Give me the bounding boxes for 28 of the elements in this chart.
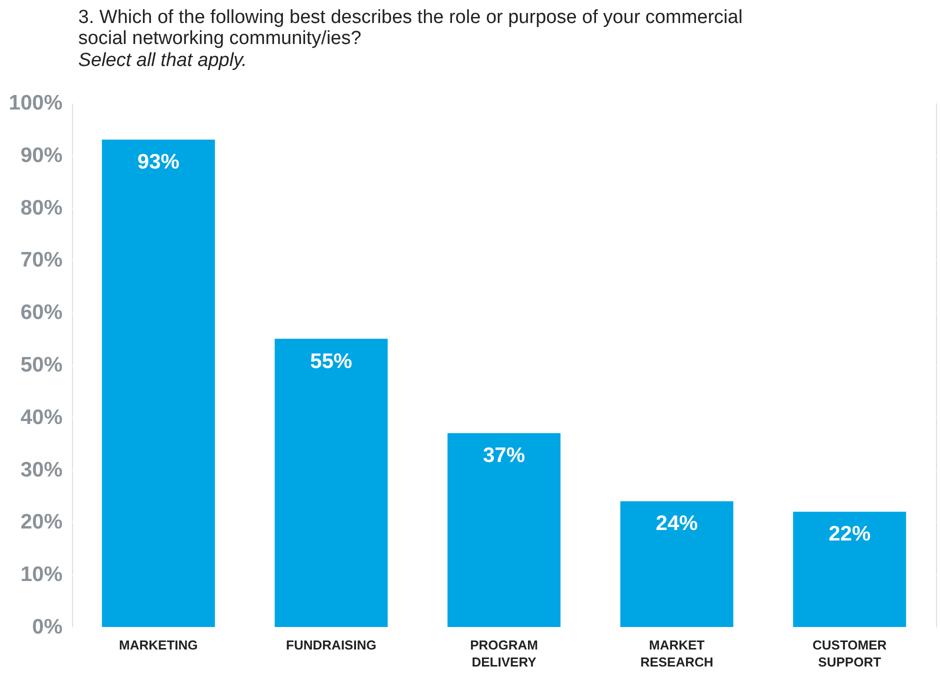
y-tick-label: 40%: [20, 406, 63, 429]
bar: [620, 501, 734, 627]
bar: [793, 512, 906, 627]
chart-subtitle: Select all that apply.: [78, 50, 247, 71]
bar: [102, 140, 215, 627]
x-tick-label: CUSTOMER SUPPORT: [812, 638, 888, 670]
y-tick-label: 30%: [20, 458, 63, 482]
y-tick-label: 70%: [20, 248, 63, 272]
y-tick-label: 100%: [8, 92, 63, 114]
data-label: 22%: [828, 522, 871, 546]
data-label: 24%: [656, 512, 698, 536]
data-label: 55%: [310, 350, 353, 373]
data-label: 37%: [482, 444, 526, 468]
x-tick-label: MARKETING: [119, 638, 198, 652]
data-label: 93%: [137, 150, 180, 174]
y-tick-label: 80%: [20, 196, 63, 220]
y-tick-label: 90%: [20, 144, 63, 167]
y-tick-label: 20%: [20, 510, 63, 534]
x-tick-label: PROGRAM DELIVERY: [470, 638, 538, 670]
x-tick-label: MARKET RESEARCH: [640, 638, 714, 670]
y-tick-label: 60%: [20, 301, 63, 324]
y-tick-label: 10%: [20, 563, 63, 586]
bar: [274, 338, 388, 627]
bar: [448, 433, 560, 627]
y-tick-label: 50%: [20, 354, 63, 376]
chart-title: 3. Which of the following best describes the role or purpose of your commercial social networking community/ies?: [78, 7, 743, 49]
x-tick-label: FUNDRAISING: [286, 638, 376, 652]
y-tick-label: 0%: [32, 616, 63, 638]
